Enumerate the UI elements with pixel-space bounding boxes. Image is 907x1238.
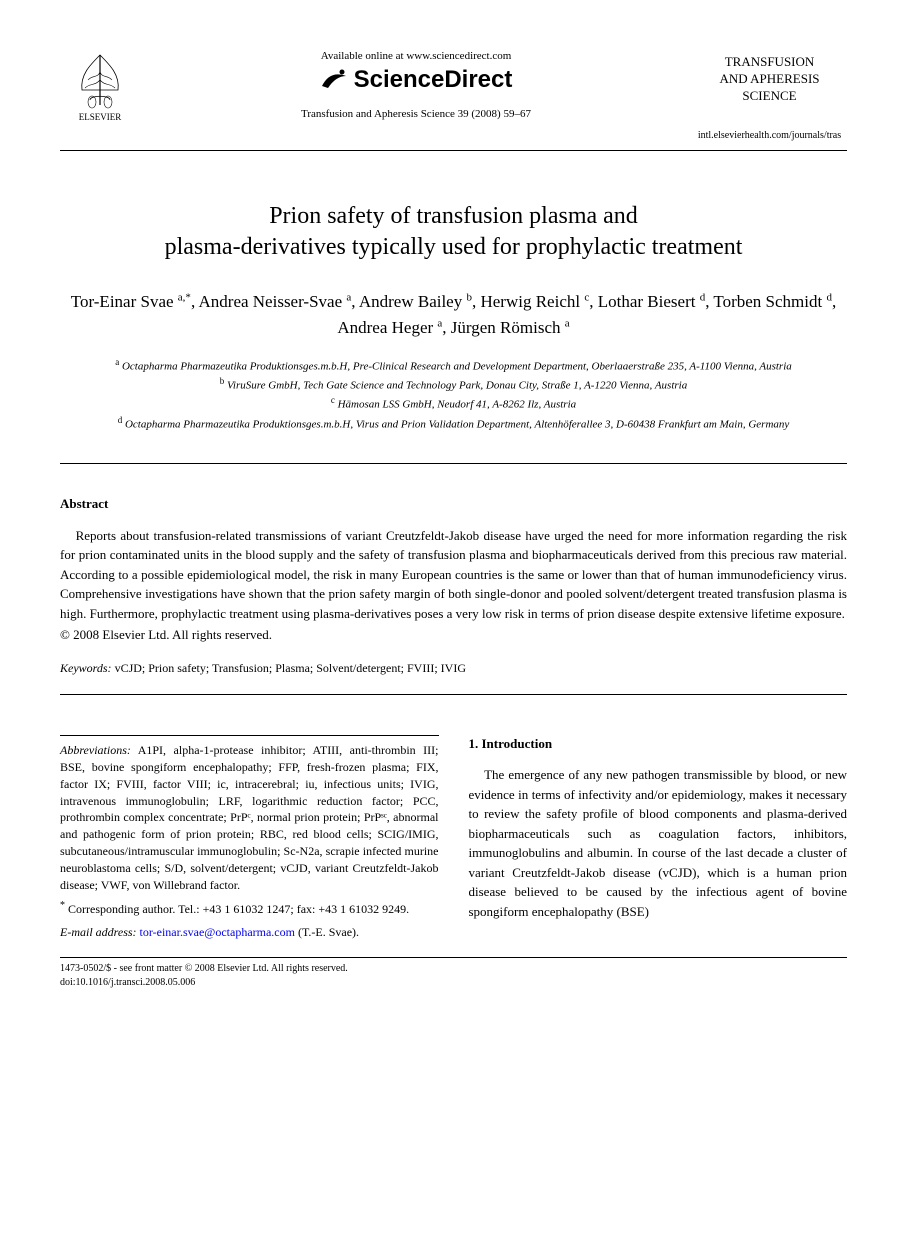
affiliation-line: d Octapharma Pharmazeutika Produktionsge… xyxy=(60,414,847,433)
corresp-text: Corresponding author. Tel.: +43 1 61032 … xyxy=(68,902,409,916)
affiliation-line: b ViruSure GmbH, Tech Gate Science and T… xyxy=(60,375,847,394)
abbreviations-label: Abbreviations: xyxy=(60,743,131,757)
footer-text: 1473-0502/$ - see front matter © 2008 El… xyxy=(60,962,847,990)
abstract-text: Reports about transfusion-related transm… xyxy=(60,526,847,624)
divider-top xyxy=(60,463,847,464)
email-label: E-mail address: xyxy=(60,925,137,939)
email-link[interactable]: tor-einar.svae@octapharma.com xyxy=(140,925,295,939)
sciencedirect-logo: ScienceDirect xyxy=(160,66,672,94)
sciencedirect-text: ScienceDirect xyxy=(354,66,513,94)
keywords-label: Keywords: xyxy=(60,661,112,675)
journal-title-box: TRANSFUSION AND APHERESIS SCIENCE intl.e… xyxy=(692,50,847,142)
footer-divider xyxy=(60,957,847,958)
title-line2: plasma-derivatives typically used for pr… xyxy=(165,234,743,260)
abbreviations-text: A1PI, alpha-1-protease inhibitor; ATIII,… xyxy=(60,743,439,891)
page-header: ELSEVIER Available online at www.science… xyxy=(60,50,847,151)
affiliations-list: a Octapharma Pharmazeutika Produktionsge… xyxy=(60,356,847,433)
title-line1: Prion safety of transfusion plasma and xyxy=(269,203,638,229)
authors-list: Tor-Einar Svae a,*, Andrea Neisser-Svae … xyxy=(60,289,847,340)
sciencedirect-swoosh-icon xyxy=(320,66,348,94)
journal-name-line1: TRANSFUSION xyxy=(692,54,847,71)
left-column: Abbreviations: A1PI, alpha-1-protease in… xyxy=(60,735,439,941)
keywords-line: Keywords: vCJD; Prion safety; Transfusio… xyxy=(60,661,847,676)
corresp-marker: * xyxy=(60,900,65,911)
footer-line2: doi:10.1016/j.transci.2008.05.006 xyxy=(60,976,847,990)
divider-bottom xyxy=(60,694,847,695)
abstract-copyright: © 2008 Elsevier Ltd. All rights reserved… xyxy=(60,627,847,643)
journal-name-line2: AND APHERESIS xyxy=(692,71,847,88)
intro-heading: 1. Introduction xyxy=(469,735,848,753)
journal-name-line3: SCIENCE xyxy=(692,88,847,105)
affiliation-line: a Octapharma Pharmazeutika Produktionsge… xyxy=(60,356,847,375)
center-header: Available online at www.sciencedirect.co… xyxy=(140,50,692,120)
elsevier-logo: ELSEVIER xyxy=(60,50,140,122)
affiliation-line: c Hämosan LSS GmbH, Neudorf 41, A-8262 I… xyxy=(60,394,847,413)
footer-line1: 1473-0502/$ - see front matter © 2008 El… xyxy=(60,962,847,976)
journal-reference: Transfusion and Apheresis Science 39 (20… xyxy=(160,108,672,120)
two-column-section: Abbreviations: A1PI, alpha-1-protease in… xyxy=(60,735,847,941)
abstract-heading: Abstract xyxy=(60,496,847,512)
elsevier-label: ELSEVIER xyxy=(60,112,140,122)
email-suffix: (T.-E. Svae). xyxy=(298,925,359,939)
email-line: E-mail address: tor-einar.svae@octapharm… xyxy=(60,924,439,941)
keywords-text: vCJD; Prion safety; Transfusion; Plasma;… xyxy=(115,661,466,675)
corresponding-author: * Corresponding author. Tel.: +43 1 6103… xyxy=(60,899,439,918)
right-column: 1. Introduction The emergence of any new… xyxy=(469,735,848,941)
abbreviations-block: Abbreviations: A1PI, alpha-1-protease in… xyxy=(60,735,439,893)
elsevier-tree-icon xyxy=(70,50,130,110)
available-online-text: Available online at www.sciencedirect.co… xyxy=(160,50,672,62)
article-title: Prion safety of transfusion plasma and p… xyxy=(60,201,847,263)
journal-url: intl.elsevierhealth.com/journals/tras xyxy=(692,129,847,142)
intro-text: The emergence of any new pathogen transm… xyxy=(469,765,848,921)
